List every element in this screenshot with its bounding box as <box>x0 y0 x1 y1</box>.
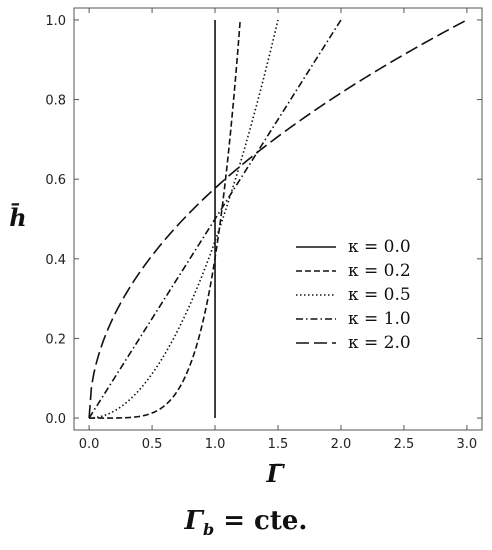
legend-label: κ = 2.0 <box>348 333 411 353</box>
figure-caption: Γb = cte. <box>0 506 492 539</box>
x-tick-label: 2.0 <box>331 437 352 452</box>
y-tick-label: 0.2 <box>45 332 66 347</box>
x-axis-label: Γ̄ <box>265 459 285 488</box>
legend: κ = 0.0 κ = 0.2 κ = 0.5 κ = 1.0 κ = 2.0 <box>296 237 411 353</box>
caption-subscript: b <box>202 520 215 540</box>
legend-label: κ = 0.5 <box>348 285 411 305</box>
y-tick-label: 0.6 <box>45 173 66 188</box>
x-tick-label: 3.0 <box>457 437 478 452</box>
x-tick-label: 1.0 <box>205 437 226 452</box>
series-group <box>88 19 468 419</box>
series-line-kappa-1 <box>88 19 342 419</box>
x-tick-label: 0.0 <box>79 437 100 452</box>
series-line-kappa-2 <box>88 19 468 419</box>
series-line-kappa-0-2 <box>89 19 242 419</box>
legend-label: κ = 1.0 <box>348 309 411 329</box>
plot-frame <box>73 7 483 431</box>
y-tick-label: 0.0 <box>45 412 66 427</box>
caption-gamma: Γ <box>184 506 203 536</box>
y-tick-label: 0.8 <box>45 94 66 109</box>
x-tick-label: 2.5 <box>394 437 415 452</box>
legend-label: κ = 0.2 <box>348 261 411 281</box>
y-axis-label: h̄ <box>9 203 26 232</box>
y-tick-label: 1.0 <box>45 14 66 29</box>
y-tick-label: 0.4 <box>45 253 66 268</box>
legend-label: κ = 0.0 <box>348 237 411 257</box>
x-tick-label: 1.5 <box>268 437 289 452</box>
x-tick-label: 0.5 <box>142 437 163 452</box>
caption-rest: = cte. <box>214 506 308 536</box>
ticks: 0.0 0.5 1.0 1.5 2.0 2.5 3.0 0.0 0.2 0.4 0.6 0.8 1.0 <box>45 8 482 452</box>
